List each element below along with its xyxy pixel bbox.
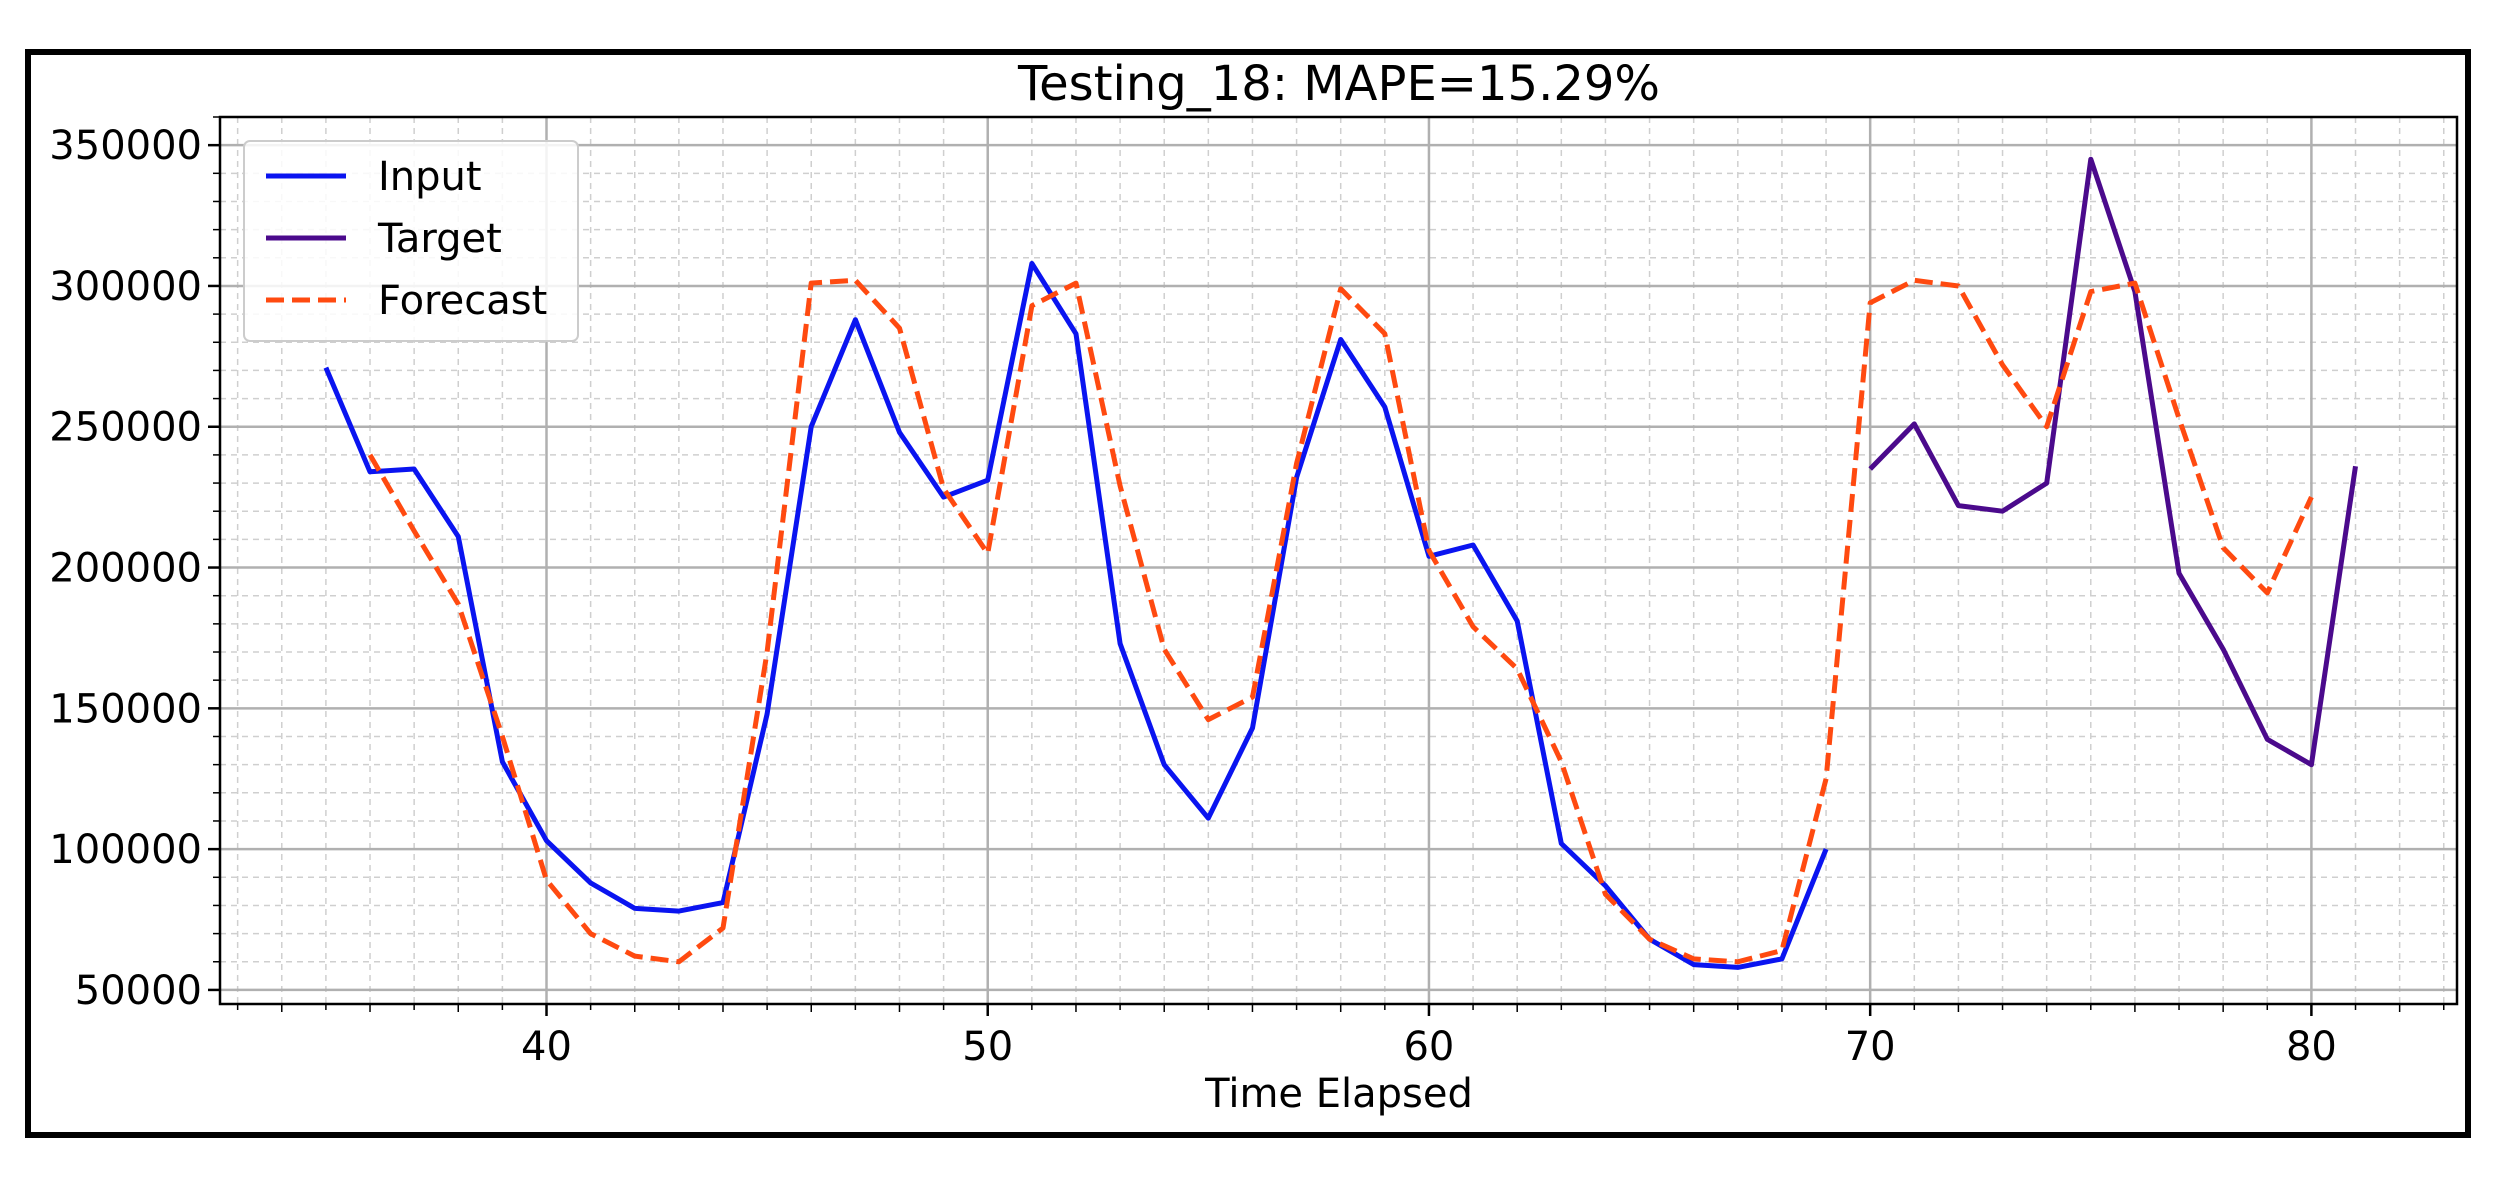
x-tick-label: 40	[521, 1024, 572, 1070]
series-line-forecast	[367, 277, 2314, 965]
grid	[220, 116, 2457, 1004]
legend-label-target: Target	[377, 216, 502, 262]
series-line-target	[1868, 156, 2358, 768]
chart-title: Testing_18: MAPE=15.29%	[1017, 56, 1660, 112]
legend-label-input: Input	[378, 154, 482, 200]
x-tick-label: 80	[2286, 1024, 2337, 1070]
legend: Input Target Forecast	[243, 140, 579, 342]
y-tick-label: 50000	[75, 968, 202, 1014]
series-layer	[323, 156, 2358, 970]
x-tick-label: 70	[1845, 1024, 1896, 1070]
legend-label-forecast: Forecast	[378, 278, 547, 324]
x-axis-label: Time Elapsed	[1204, 1071, 1473, 1117]
y-tick-label: 100000	[49, 827, 202, 873]
ticks: 40 50 60 70 80 50000 100000 150000 200000 250000 3…	[49, 116, 2445, 1070]
y-tick-label: 250000	[49, 405, 202, 451]
x-tick-label: 50	[962, 1024, 1013, 1070]
y-tick-label: 200000	[49, 546, 202, 592]
legend-box	[243, 140, 579, 342]
x-tick-label: 60	[1403, 1024, 1454, 1070]
y-tick-label: 350000	[49, 123, 202, 169]
y-tick-label: 300000	[49, 264, 202, 310]
series-line-input	[323, 260, 1829, 970]
y-tick-label: 150000	[49, 686, 202, 732]
plot-area	[218, 115, 2459, 1006]
